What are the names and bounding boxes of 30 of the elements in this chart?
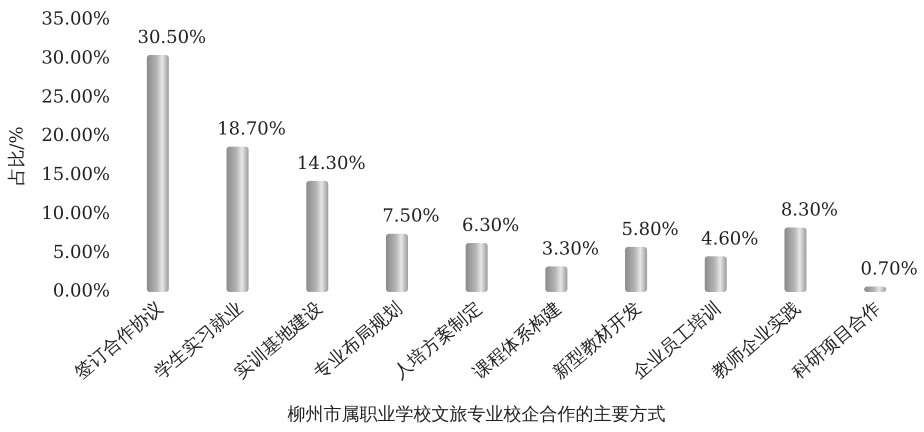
data-label: 4.60% [701,228,758,250]
data-label: 8.30% [780,199,838,220]
bar [466,243,488,292]
y-axis-title: 占比/% [6,126,28,186]
y-tick-label: 15.00% [41,164,110,186]
data-label: 30.50% [138,26,206,48]
y-tick-label: 20.00% [41,125,110,146]
bar [146,54,169,292]
x-axis-title: 柳州市属职业学校文旅专业校企合作的主要方式 [288,404,666,425]
y-tick-label: 30.00% [41,48,110,69]
bar [306,180,328,292]
y-tick-label: 10.00% [41,202,110,224]
data-label: 3.30% [542,238,599,260]
y-tick-label: 25.00% [41,86,110,108]
data-label: 14.30% [296,152,366,174]
data-label: 5.80% [621,218,679,240]
y-tick-label: 35.00% [41,8,110,30]
bar [704,256,727,292]
bar [386,234,408,292]
bar [625,246,648,292]
y-tick-label: 5.00% [52,242,110,263]
bar [864,286,886,292]
data-label: 18.70% [217,118,286,140]
data-label: 6.30% [462,215,520,236]
bar [784,227,806,292]
bar [545,266,568,292]
bar [226,146,249,292]
data-label: 0.70% [860,258,918,280]
y-tick-label: 0.00% [52,280,110,302]
data-label: 7.50% [382,206,440,227]
